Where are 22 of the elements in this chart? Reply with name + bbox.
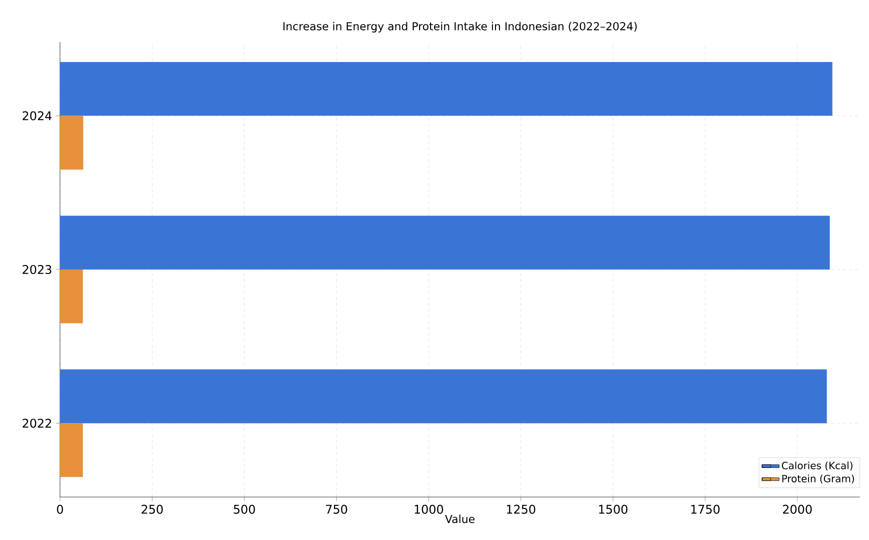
x-tick-label: 0 <box>56 504 64 514</box>
bar <box>60 116 84 170</box>
y-tick-label: 2022 <box>22 418 52 428</box>
bar <box>60 62 832 116</box>
x-tick-label: 750 <box>326 504 348 514</box>
bar <box>60 369 827 424</box>
x-tick-label: 1000 <box>414 504 444 514</box>
x-tick-label: 2000 <box>783 504 812 514</box>
y-tick-label: 2024 <box>22 111 52 120</box>
bar <box>60 423 83 478</box>
x-tick-label: 1750 <box>691 504 720 514</box>
bar <box>60 269 83 324</box>
x-tick-label: 1500 <box>599 504 628 514</box>
x-tick-label: 250 <box>142 504 163 514</box>
chart-title: Increase in Energy and Protein Intake in Indonesian (2022–2024) <box>283 22 637 32</box>
x-axis-title: Value <box>445 514 474 524</box>
bar <box>60 216 830 270</box>
x-tick-label: 500 <box>234 504 255 514</box>
x-tick-label: 1250 <box>506 504 536 514</box>
legend-label: Protein (Gram) <box>782 474 854 484</box>
y-tick-label: 2023 <box>22 264 52 274</box>
legend-label: Calories (Kcal) <box>782 462 852 470</box>
